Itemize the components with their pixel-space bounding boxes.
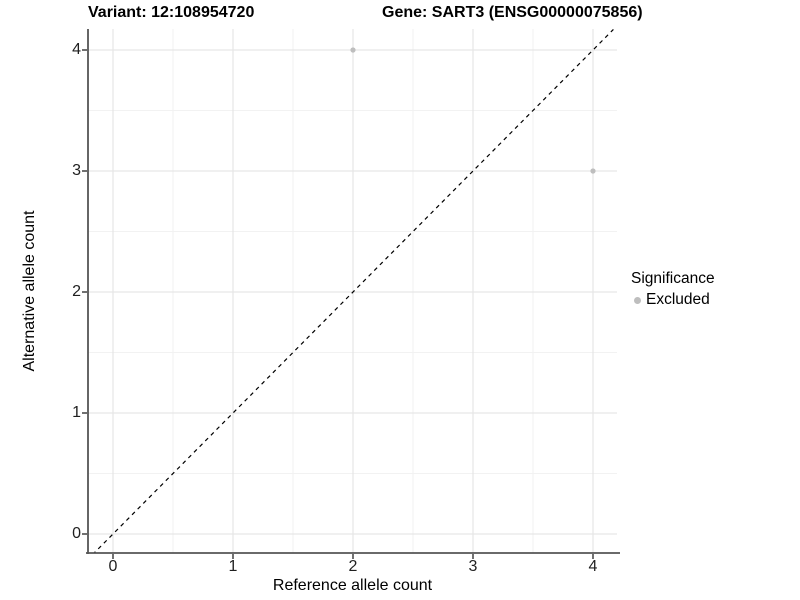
x-tick-label: 1: [228, 558, 238, 575]
y-tick-label: 1: [72, 404, 81, 421]
legend-title: Significance: [631, 270, 715, 287]
y-axis-title: Alternative allele count: [21, 210, 38, 372]
x-tick-label: 0: [108, 558, 118, 575]
x-axis-title: Reference allele count: [272, 577, 433, 594]
y-tick-label: 0: [72, 525, 81, 542]
y-tick-label: 4: [72, 41, 81, 58]
x-tick-label: 2: [348, 558, 358, 575]
x-tick-label: 3: [468, 558, 478, 575]
x-tick-label: 4: [588, 558, 598, 575]
legend-item-label: Excluded: [646, 291, 710, 308]
legend: Significance Excluded: [631, 270, 715, 309]
y-tick-label: 3: [72, 162, 81, 179]
plot-title-gene: Gene: SART3 (ENSG00000075856): [382, 4, 643, 21]
legend-point-icon: [634, 296, 641, 304]
legend-item: Excluded: [631, 291, 715, 309]
y-tick-label: 2: [72, 283, 81, 300]
plot-title-variant: Variant: 12:108954720: [88, 4, 255, 21]
